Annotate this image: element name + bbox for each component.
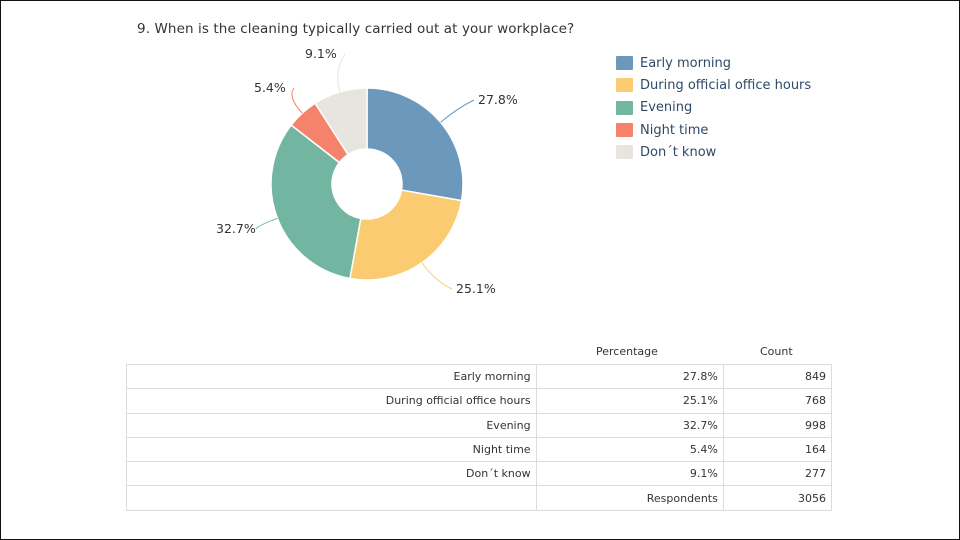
- legend-item-evening[interactable]: Evening: [616, 97, 811, 119]
- table-row: During official office hours 25.1% 768: [126, 388, 833, 414]
- table-header-count: Count: [760, 345, 793, 358]
- data-label-dont-know: 9.1%: [305, 46, 337, 61]
- row-percentage: 27.8%: [535, 363, 724, 390]
- legend-item-night-time[interactable]: Night time: [616, 119, 811, 141]
- connector-office-hours: [421, 262, 453, 290]
- legend-swatch: [616, 78, 633, 93]
- connector-dont-know: [337, 53, 346, 93]
- question-title: 9. When is the cleaning typically carrie…: [137, 21, 575, 37]
- legend-label: Night time: [640, 122, 709, 138]
- legend-swatch: [616, 123, 633, 138]
- results-table: Early morning 27.8% 849 During official …: [126, 363, 833, 511]
- row-percentage: 9.1%: [535, 461, 724, 487]
- connector-early-morning: [440, 99, 475, 123]
- slice-evening[interactable]: [270, 124, 362, 280]
- legend-swatch: [616, 145, 633, 160]
- row-label: Evening: [126, 412, 537, 438]
- respondents-count: 3056: [722, 485, 833, 511]
- row-count: 164: [722, 436, 833, 463]
- table-row: Don´t know 9.1% 277: [126, 461, 833, 487]
- connector-evening: [255, 217, 278, 230]
- slice-dont-know[interactable]: [314, 87, 368, 156]
- legend-label: Evening: [640, 100, 693, 116]
- row-count: 768: [722, 388, 833, 414]
- table-header-percentage: Percentage: [596, 345, 658, 358]
- row-label-empty: [126, 485, 537, 511]
- row-label: Night time: [126, 436, 537, 463]
- legend-label: Early morning: [640, 55, 732, 71]
- data-label-evening: 32.7%: [216, 221, 256, 236]
- legend-item-early-morning[interactable]: Early morning: [616, 52, 811, 74]
- legend-label: Don´t know: [640, 144, 717, 160]
- row-label: Early morning: [126, 363, 537, 390]
- row-label: Don´t know: [126, 461, 537, 487]
- slice-office-hours[interactable]: [349, 189, 463, 281]
- connector-night-time: [291, 87, 303, 114]
- legend-item-office-hours[interactable]: During official office hours: [616, 74, 811, 96]
- table-row-respondents: Respondents 3056: [126, 485, 833, 511]
- chart-legend: Early morning During official office hou…: [616, 52, 811, 163]
- legend-swatch: [616, 56, 633, 71]
- row-percentage: 5.4%: [535, 436, 724, 463]
- row-count: 849: [722, 363, 833, 390]
- legend-label: During official office hours: [640, 77, 812, 93]
- legend-swatch: [616, 100, 633, 115]
- data-label-office-hours: 25.1%: [456, 281, 496, 296]
- row-count: 277: [722, 461, 833, 487]
- slice-early-morning[interactable]: [366, 87, 464, 202]
- row-count: 998: [722, 412, 833, 438]
- row-percentage: 32.7%: [535, 412, 724, 438]
- data-label-night-time: 5.4%: [254, 80, 286, 95]
- row-percentage: 25.1%: [535, 388, 724, 414]
- data-label-early-morning: 27.8%: [478, 92, 518, 107]
- respondents-label: Respondents: [535, 485, 724, 511]
- table-row: Evening 32.7% 998: [126, 412, 833, 438]
- row-label: During official office hours: [126, 388, 537, 414]
- legend-item-dont-know[interactable]: Don´t know: [616, 141, 811, 163]
- table-row: Early morning 27.8% 849: [126, 363, 833, 390]
- table-row: Night time 5.4% 164: [126, 436, 833, 463]
